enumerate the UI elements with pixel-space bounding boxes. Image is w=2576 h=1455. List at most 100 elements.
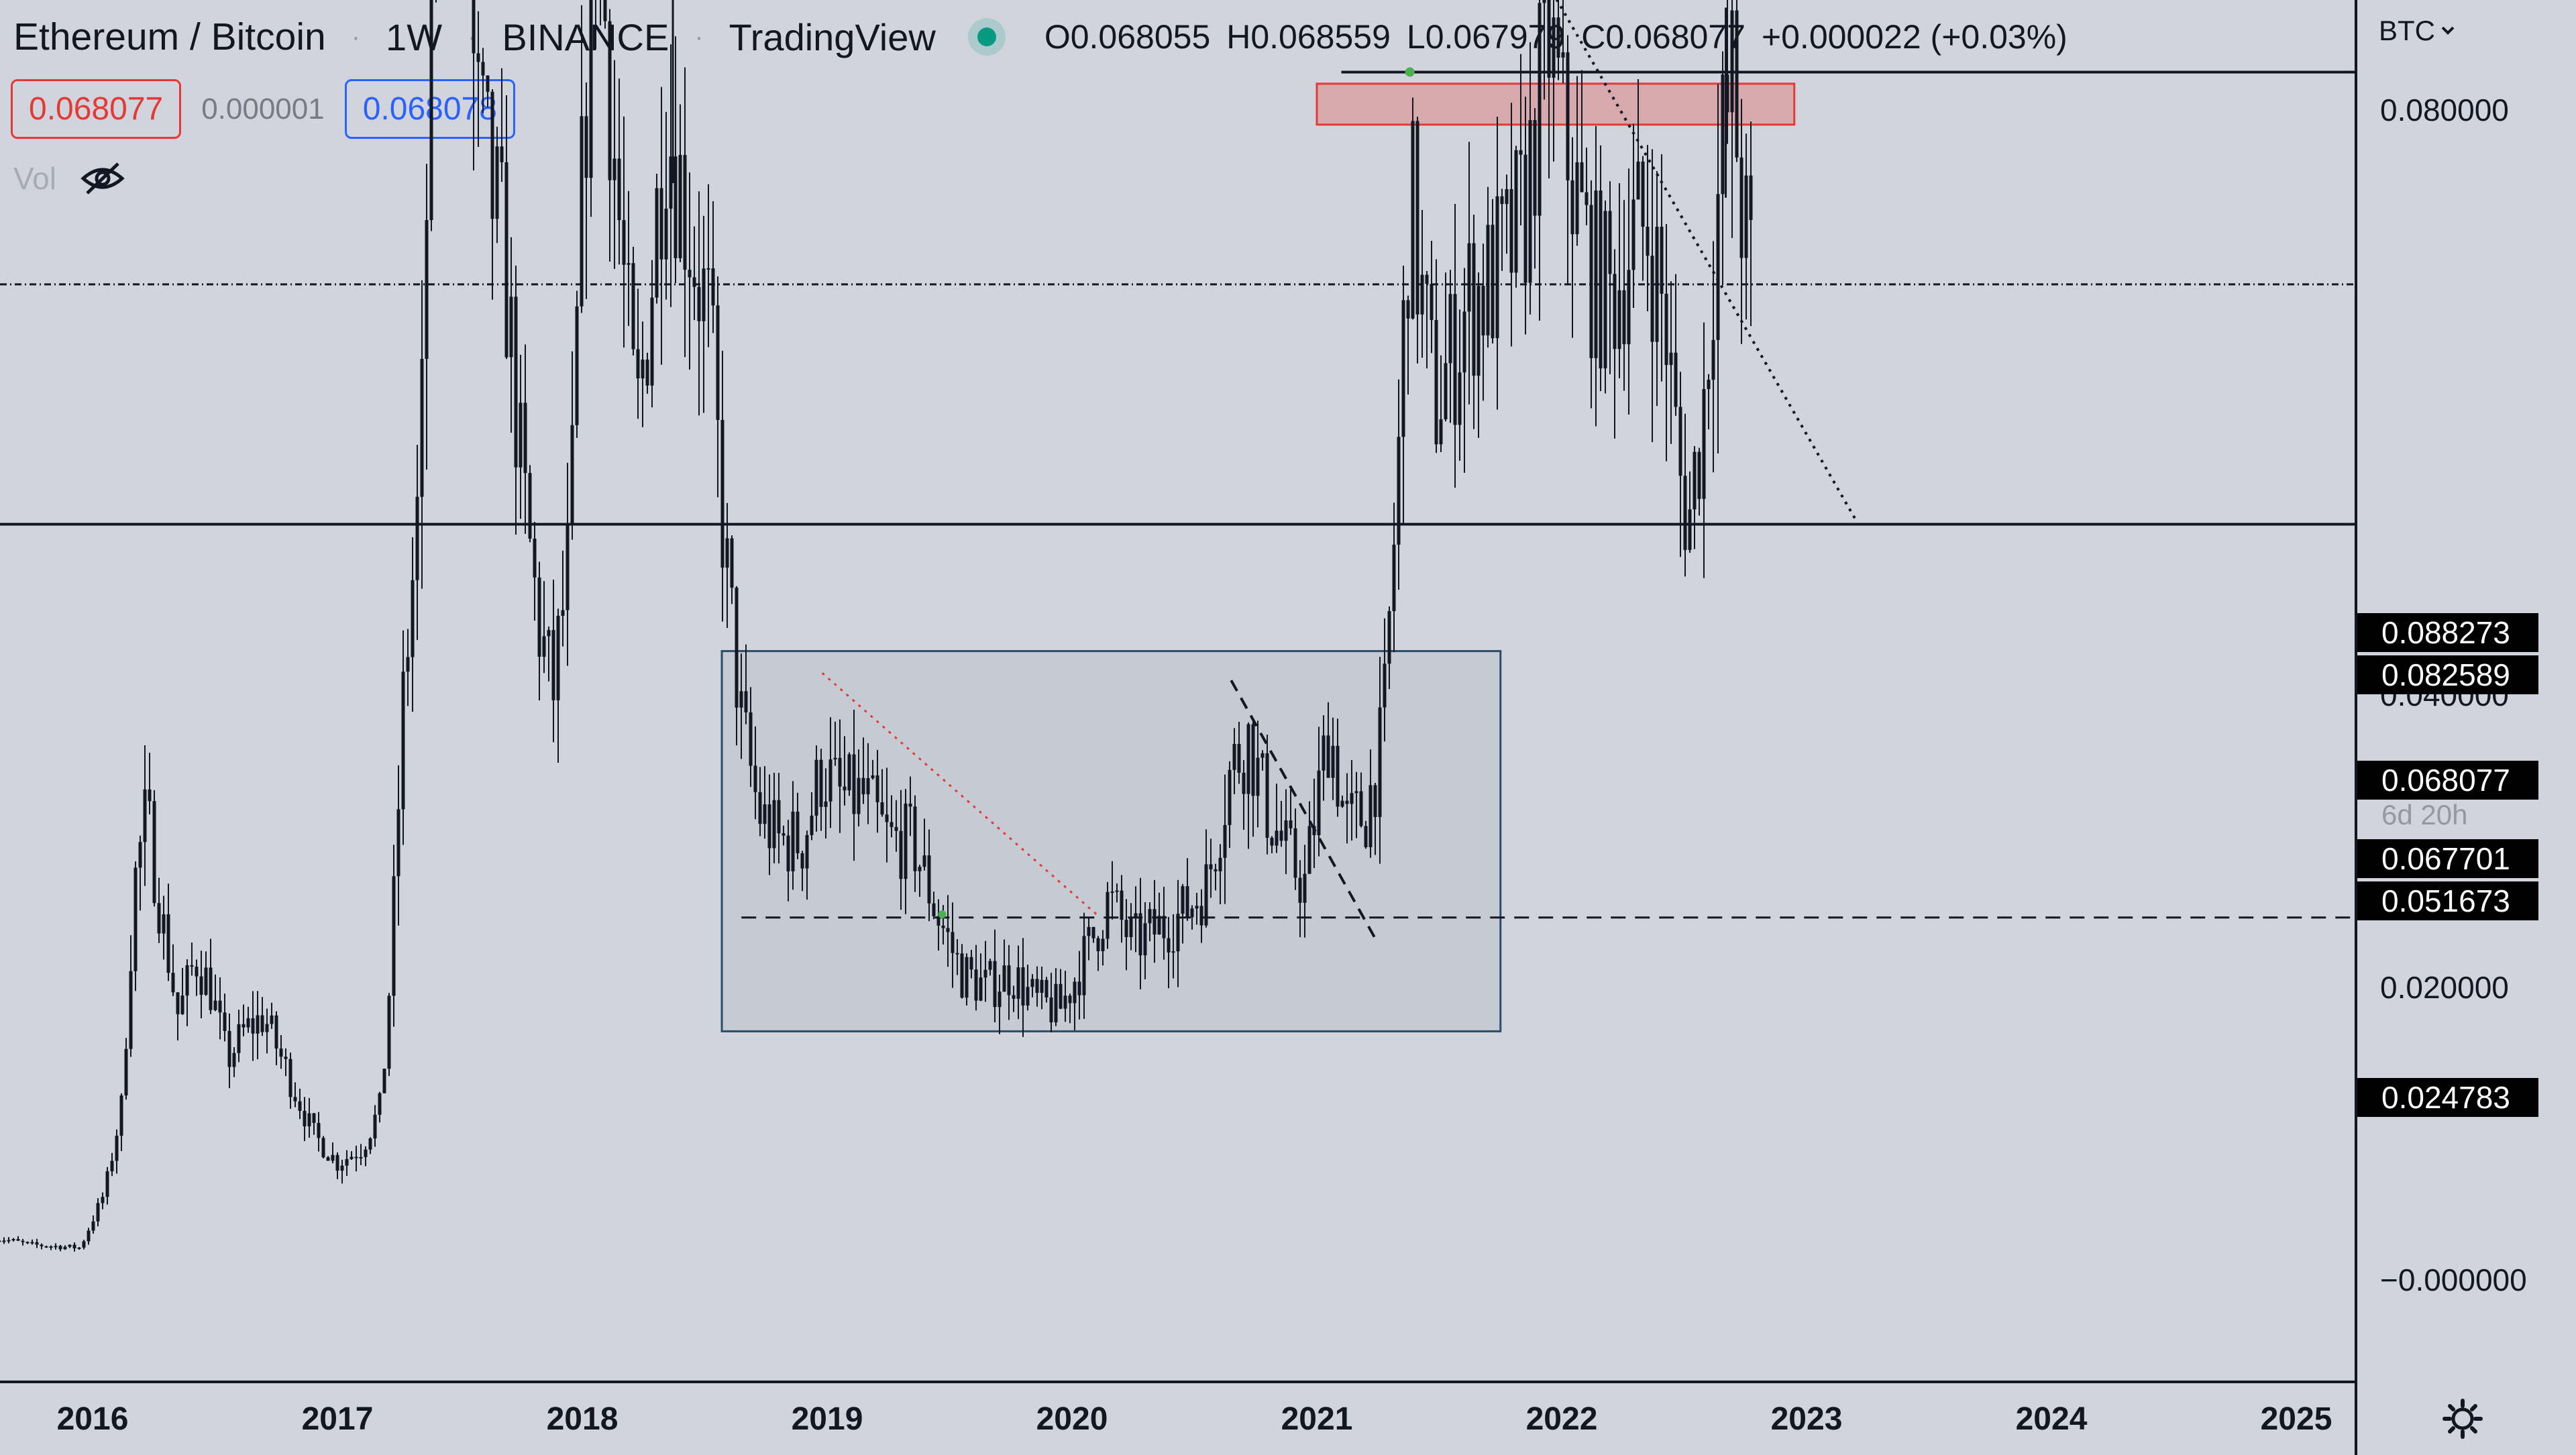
- candle-body: [1617, 290, 1621, 349]
- candle-body: [1650, 256, 1654, 342]
- candle-body: [1317, 770, 1321, 835]
- candle-body: [1143, 923, 1147, 956]
- candle-body: [481, 62, 485, 76]
- candle-body: [152, 801, 156, 904]
- volume-label: Vol: [13, 161, 56, 196]
- candle-body: [256, 1015, 260, 1034]
- candle-body: [678, 154, 682, 258]
- candle-body: [1519, 150, 1523, 155]
- candle-body: [298, 1101, 302, 1112]
- candle-body: [880, 802, 884, 815]
- currency-selector[interactable]: BTC: [2379, 15, 2455, 47]
- eye-off-icon[interactable]: [79, 158, 126, 199]
- candle-body: [1646, 227, 1650, 256]
- candle-body: [1383, 663, 1387, 708]
- candle-body: [1284, 820, 1288, 841]
- ohlc-high: H0.068559: [1226, 18, 1391, 56]
- candle-body: [490, 91, 494, 219]
- candle-body: [1627, 270, 1631, 345]
- candle-body: [1505, 188, 1509, 205]
- candle-body: [1486, 225, 1490, 335]
- candle-body: [190, 965, 194, 967]
- x-tick-label: 2025: [2260, 1401, 2332, 1437]
- candle-body: [1688, 509, 1692, 550]
- candle-body: [406, 657, 410, 672]
- candle-body: [58, 1246, 62, 1250]
- candle-body: [1707, 380, 1711, 389]
- candle-body: [1120, 890, 1124, 920]
- candle-body: [847, 754, 851, 791]
- candle-body: [1622, 290, 1626, 345]
- candle-body: [852, 754, 856, 814]
- candle-body: [655, 188, 659, 298]
- candle-body: [293, 1097, 297, 1101]
- candle-body: [1059, 983, 1063, 1009]
- candle-body: [1697, 451, 1701, 499]
- price-chart[interactable]: [0, 0, 2355, 1381]
- candle-body: [364, 1149, 368, 1157]
- candle-body: [1176, 914, 1180, 952]
- market-status-dot[interactable]: [977, 28, 996, 46]
- candle-body: [1134, 913, 1138, 918]
- candle-body: [1547, 0, 1551, 78]
- candle-body: [1556, 17, 1560, 58]
- candle-body: [1392, 544, 1396, 612]
- candle-body: [265, 1024, 269, 1032]
- candle-body: [378, 1093, 382, 1115]
- gear-icon[interactable]: [2439, 1395, 2486, 1442]
- candle-body: [1523, 154, 1527, 283]
- candle-body: [195, 967, 199, 977]
- candle-body: [274, 1015, 278, 1049]
- candle-body: [1669, 352, 1673, 366]
- sell-button[interactable]: 0.068077: [11, 79, 182, 139]
- candle-body: [1401, 300, 1405, 437]
- candle-body: [504, 162, 508, 358]
- candle-body: [1265, 753, 1269, 838]
- candle-body: [730, 538, 734, 588]
- candle-body: [359, 1156, 363, 1158]
- separator: ·: [694, 21, 704, 52]
- candle-body: [1293, 828, 1297, 878]
- candle-body: [1157, 916, 1161, 935]
- candle-body: [622, 220, 626, 265]
- candle-body: [1138, 913, 1142, 956]
- candle-body: [354, 1156, 358, 1158]
- candle-body: [875, 775, 879, 803]
- candle-body: [537, 577, 541, 657]
- candle-body: [115, 1136, 119, 1161]
- candle-body: [1472, 243, 1476, 376]
- candle-body: [1307, 826, 1311, 874]
- candle-body: [1228, 769, 1232, 825]
- candle-body: [138, 842, 142, 868]
- candle-body: [1364, 826, 1368, 847]
- candle-body: [955, 953, 959, 955]
- candle-body: [1260, 753, 1265, 758]
- candle-body: [133, 867, 138, 971]
- trendline-dashed: [1230, 680, 1379, 945]
- symbol-title[interactable]: Ethereum / Bitcoin: [13, 15, 326, 58]
- candle-body: [1641, 161, 1645, 227]
- candle-body: [1575, 162, 1579, 235]
- candle-body: [218, 1000, 222, 1013]
- candle-body: [575, 306, 579, 425]
- candle-body: [1462, 311, 1466, 373]
- candle-body: [828, 759, 833, 802]
- candle-body: [810, 815, 814, 835]
- candle-body: [429, 0, 433, 221]
- candle-body: [119, 1095, 123, 1136]
- candle-body: [1016, 967, 1020, 999]
- candle-body: [749, 712, 753, 766]
- candle-body: [1716, 194, 1720, 340]
- candle-body: [763, 804, 767, 824]
- x-tick-label: 2016: [56, 1401, 129, 1437]
- candle-body: [495, 146, 499, 219]
- candle-body: [1002, 965, 1006, 992]
- candle-body: [786, 835, 790, 871]
- candle-body: [260, 1015, 264, 1032]
- candle-body: [1181, 886, 1185, 914]
- candle-body: [1082, 936, 1086, 995]
- candle-body: [1354, 791, 1358, 794]
- candle-body: [303, 1111, 307, 1127]
- candle-body: [936, 916, 941, 926]
- candle-body: [1209, 864, 1213, 869]
